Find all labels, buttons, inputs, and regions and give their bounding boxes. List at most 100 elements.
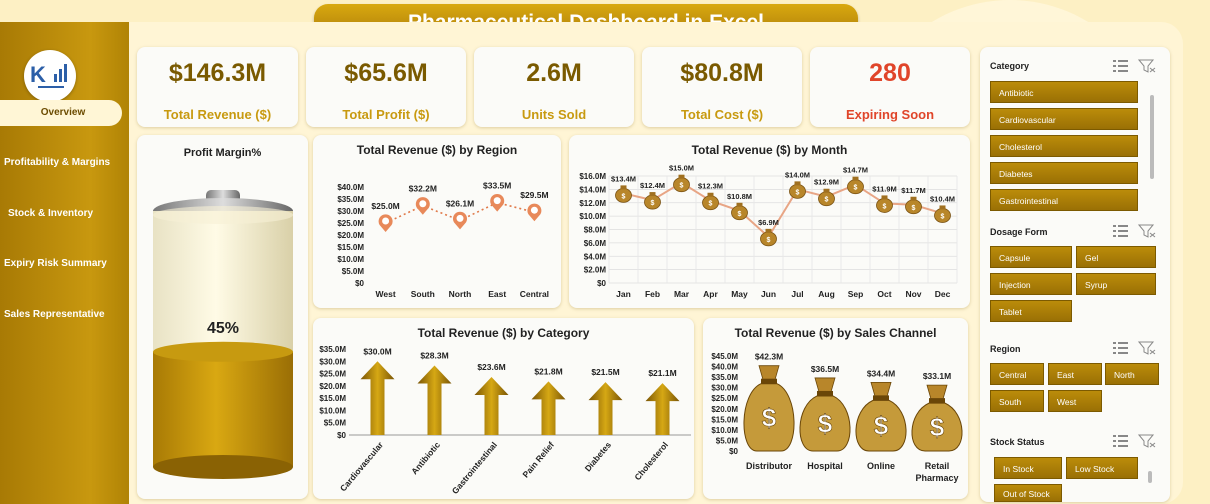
nav-stock-inventory[interactable]: Stock & Inventory [8, 208, 94, 219]
slicer-stock-in-stock[interactable]: In Stock [994, 457, 1062, 479]
data-point: $ [731, 202, 748, 221]
kpi-expiring-soon: 280 Expiring Soon [810, 47, 970, 127]
svg-text:$: $ [651, 200, 655, 207]
slicer-category-gastrointestinal[interactable]: Gastrointestinal [990, 189, 1138, 211]
bar [531, 381, 566, 435]
clear-filter-icon[interactable] [1138, 434, 1156, 448]
nav-profitability[interactable]: Profitability & Margins [4, 157, 111, 168]
data-label: $26.1M [446, 198, 474, 208]
slicer-dosage-gel[interactable]: Gel [1076, 246, 1156, 268]
data-label: $33.5M [483, 181, 511, 191]
y-tick-label: $0 [597, 279, 606, 288]
svg-text:$: $ [680, 183, 684, 190]
data-label: $33.1M [923, 371, 951, 381]
y-tick-label: $35.0M [319, 345, 346, 354]
x-tick-label: May [731, 289, 748, 299]
data-label: $21.5M [591, 367, 619, 377]
multi-select-icon[interactable] [1112, 341, 1130, 355]
data-label: $36.5M [811, 364, 839, 374]
slicer-region-title: Region [990, 344, 1021, 354]
channel-chart-title: Total Revenue ($) by Sales Channel [734, 326, 937, 340]
slicer-dosage-syrup[interactable]: Syrup [1076, 273, 1156, 295]
clear-filter-icon[interactable] [1138, 59, 1156, 73]
y-tick-label: $20.0M [711, 405, 738, 414]
region-chart-card: Total Revenue ($) by Region $0 $5.0M $10.0… [313, 135, 561, 308]
svg-text:$: $ [941, 213, 945, 220]
multi-select-icon[interactable] [1112, 224, 1130, 238]
nav-expiry-risk[interactable]: Expiry Risk Summary [4, 258, 107, 269]
bar [417, 365, 452, 435]
x-tick-label: Aug [818, 289, 835, 299]
slicer-category-cholesterol[interactable]: Cholesterol [990, 135, 1138, 157]
x-tick-label: Cardiovascular [338, 439, 386, 493]
category-chart-card: Total Revenue ($) by Category $0 $5.0M $10… [313, 318, 694, 499]
data-label: $11.9M [872, 184, 897, 193]
battery-fill-level [153, 351, 293, 467]
multi-select-icon[interactable] [1112, 59, 1130, 73]
multi-select-icon[interactable] [1112, 434, 1130, 448]
data-label: $10.4M [930, 194, 955, 203]
clear-filter-icon[interactable] [1138, 341, 1156, 355]
slicer-region-central[interactable]: Central [990, 363, 1044, 385]
svg-text:$: $ [874, 411, 889, 441]
data-label: $12.3M [698, 182, 723, 191]
x-tick-label: Dec [935, 289, 951, 299]
slicer-dosage-tablet[interactable]: Tablet [990, 300, 1072, 322]
slicer-dosage-capsule[interactable]: Capsule [990, 246, 1072, 268]
bar [474, 377, 509, 435]
slicer-dosage-injection[interactable]: Injection [990, 273, 1072, 295]
y-tick-label: $30.0M [711, 384, 738, 393]
data-label: $28.3M [420, 350, 448, 360]
x-tick-label: Nov [905, 289, 921, 299]
y-tick-label: $25.0M [711, 394, 738, 403]
company-logo: K [24, 50, 76, 102]
data-point: $ [760, 228, 777, 247]
kpi-label: Expiring Soon [845, 107, 935, 122]
y-tick-label: $40.0M [337, 183, 364, 192]
clear-filter-icon[interactable] [1138, 224, 1156, 238]
data-point: $ [789, 181, 806, 199]
y-tick-label: $6.0M [584, 239, 607, 248]
data-label: $32.2M [409, 184, 437, 194]
kpi-label: Total Profit ($) [342, 107, 430, 122]
data-point: $ [934, 205, 951, 223]
bar [645, 383, 680, 435]
x-tick-label: Online [867, 461, 895, 471]
month-chart-card: Total Revenue ($) by Month $0 $2.0M $4.0M $… [569, 135, 970, 308]
slicer-region-south[interactable]: South [990, 390, 1044, 412]
svg-text:$: $ [738, 211, 742, 218]
y-tick-label: $10.0M [319, 406, 346, 415]
profit-margin-card: Profit Margin% 45% [137, 135, 308, 499]
svg-text:$: $ [825, 197, 829, 204]
bar: $ [743, 365, 795, 452]
slicer-category-diabetes[interactable]: Diabetes [990, 162, 1138, 184]
category-chart-title: Total Revenue ($) by Category [417, 326, 590, 340]
slicer-region-west[interactable]: West [1048, 390, 1102, 412]
svg-text:$: $ [709, 201, 713, 208]
slicer-region-east[interactable]: East [1048, 363, 1102, 385]
x-tick-label: Feb [645, 289, 660, 299]
slicer-category-scrollbar[interactable] [1150, 95, 1154, 179]
sidebar: K Overview Profitability & Margins Stock… [0, 22, 129, 504]
slicer-stock-low-stock[interactable]: Low Stock [1066, 457, 1138, 479]
y-tick-label: $0 [337, 431, 346, 440]
slicer-stock-scrollbar[interactable] [1148, 471, 1152, 483]
nav-sales-representative[interactable]: Sales Representative [4, 309, 105, 320]
y-tick-label: $2.0M [584, 266, 607, 275]
data-point: $ [673, 174, 690, 193]
x-tick-label: Antibiotic [409, 440, 442, 477]
y-tick-label: $40.0M [711, 363, 738, 372]
kpi-label: Total Cost ($) [680, 107, 764, 122]
bar: $ [855, 381, 907, 452]
x-tick-label: Mar [674, 289, 690, 299]
slicer-category-cardiovascular[interactable]: Cardiovascular [990, 108, 1138, 130]
slicer-category-antibiotic[interactable]: Antibiotic [990, 81, 1138, 103]
month-chart: $0 $2.0M $4.0M $6.0M $8.0M $10.0M $12.0M $14.0M… [579, 164, 958, 299]
slicer-stock-out-of-stock[interactable]: Out of Stock [994, 484, 1062, 502]
slicer-region-north[interactable]: North [1105, 363, 1159, 385]
nav-overview[interactable]: Overview [0, 100, 122, 126]
profit-margin-value: 45% [207, 320, 239, 337]
data-label: $10.8M [727, 192, 752, 201]
y-tick-label: $12.0M [579, 199, 606, 208]
svg-text:$: $ [796, 189, 800, 196]
